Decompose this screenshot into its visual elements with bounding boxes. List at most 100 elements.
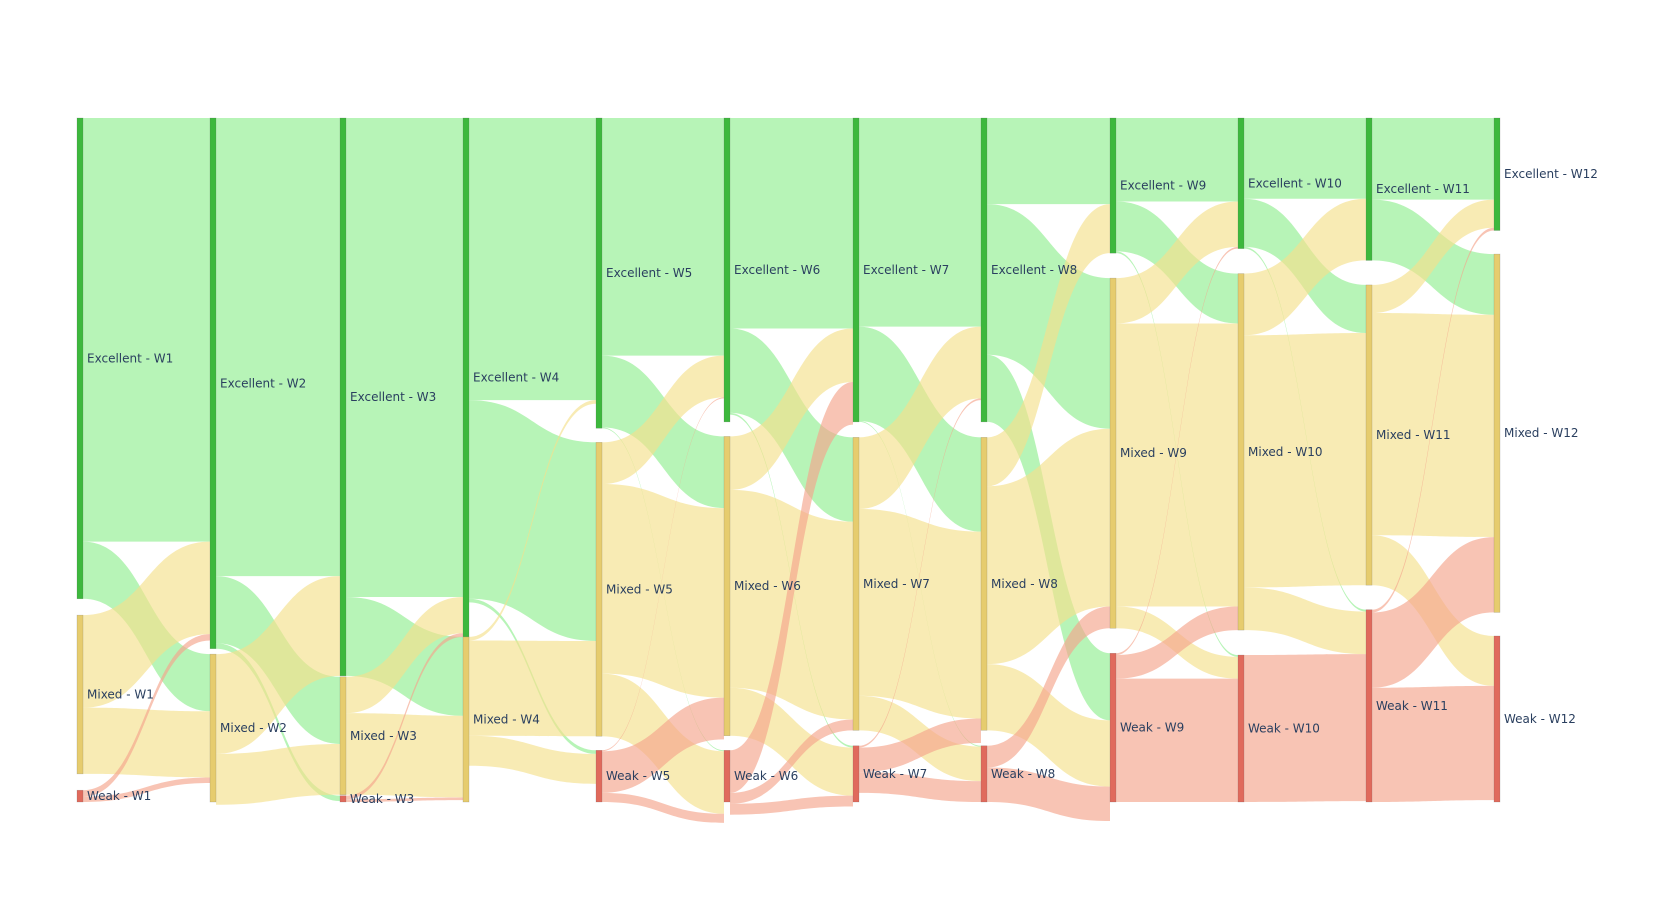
node-label: Weak - W12 xyxy=(1504,712,1576,726)
sankey-link xyxy=(987,664,1110,787)
sankey-link xyxy=(83,118,210,542)
sankey-link xyxy=(346,633,463,800)
sankey-node-excellent[interactable] xyxy=(1109,117,1117,254)
sankey-link xyxy=(1244,198,1366,336)
sankey-link xyxy=(1116,118,1238,202)
sankey-node-mixed[interactable] xyxy=(462,636,470,803)
node-label: Excellent - W5 xyxy=(606,266,692,280)
sankey-link xyxy=(602,792,724,823)
links-layer xyxy=(83,118,1494,823)
sankey-node-excellent[interactable] xyxy=(723,117,731,423)
sankey-link xyxy=(859,508,981,719)
sankey-node-weak[interactable] xyxy=(1493,635,1501,803)
sankey-node-weak[interactable] xyxy=(1365,609,1373,803)
labels-layer: Excellent - W1 Mixed - W1 Weak - W1 Excelle… xyxy=(87,167,1598,806)
node-label: Mixed - W3 xyxy=(350,729,417,743)
node-label: Weak - W6 xyxy=(734,769,798,783)
sankey-link xyxy=(859,398,981,748)
sankey-link xyxy=(1372,227,1494,613)
sankey-node-mixed[interactable] xyxy=(723,436,731,737)
sankey-node-excellent[interactable] xyxy=(76,117,84,600)
node-label: Weak - W7 xyxy=(863,767,927,781)
node-label: Weak - W1 xyxy=(87,789,151,803)
node-label: Excellent - W11 xyxy=(1376,182,1470,196)
sankey-link xyxy=(602,355,724,485)
node-label: Weak - W5 xyxy=(606,769,670,783)
sankey-link xyxy=(1116,201,1238,324)
sankey-link xyxy=(730,719,853,804)
sankey-node-excellent[interactable] xyxy=(1493,117,1501,231)
sankey-link xyxy=(346,596,463,714)
sankey-link xyxy=(602,697,724,793)
sankey-node-excellent[interactable] xyxy=(339,117,347,677)
sankey-node-mixed[interactable] xyxy=(339,676,347,795)
sankey-link xyxy=(469,118,596,401)
sankey-node-weak[interactable] xyxy=(1109,652,1117,803)
sankey-node-weak[interactable] xyxy=(980,745,988,803)
node-label: Weak - W9 xyxy=(1120,721,1184,735)
sankey-node-weak[interactable] xyxy=(595,750,603,803)
sankey-node-mixed[interactable] xyxy=(1237,273,1245,631)
sankey-node-mixed[interactable] xyxy=(595,442,603,737)
node-label: Excellent - W1 xyxy=(87,351,173,365)
node-label: Mixed - W8 xyxy=(991,577,1058,591)
node-label: Mixed - W1 xyxy=(87,688,154,702)
sankey-link xyxy=(987,767,1110,822)
sankey-node-mixed[interactable] xyxy=(1109,277,1117,629)
node-label: Mixed - W4 xyxy=(473,712,540,726)
sankey-link xyxy=(859,772,981,802)
node-label: Excellent - W9 xyxy=(1120,179,1206,193)
sankey-link xyxy=(1244,587,1366,655)
sankey-link xyxy=(469,400,596,641)
sankey-link xyxy=(987,118,1110,205)
node-label: Excellent - W2 xyxy=(220,376,306,390)
sankey-node-excellent[interactable] xyxy=(595,117,603,429)
sankey-link xyxy=(987,204,1110,487)
sankey-node-excellent[interactable] xyxy=(462,117,470,638)
sankey-node-excellent[interactable] xyxy=(1237,117,1245,249)
sankey-link xyxy=(346,118,463,597)
sankey-node-weak[interactable] xyxy=(76,789,84,803)
nodes-layer xyxy=(76,117,1501,803)
sankey-node-weak[interactable] xyxy=(852,745,860,803)
node-label: Mixed - W6 xyxy=(734,579,801,593)
sankey-link xyxy=(1372,537,1494,688)
sankey-link xyxy=(469,640,596,737)
sankey-node-excellent[interactable] xyxy=(209,117,217,649)
sankey-link xyxy=(987,204,1110,429)
sankey-node-excellent[interactable] xyxy=(852,117,860,423)
sankey-link xyxy=(602,484,724,698)
sankey-link xyxy=(83,634,210,797)
sankey-link xyxy=(1244,332,1366,588)
node-label: Excellent - W8 xyxy=(991,263,1077,277)
sankey-node-mixed[interactable] xyxy=(1365,284,1373,586)
node-label: Excellent - W3 xyxy=(350,390,436,404)
sankey-node-excellent[interactable] xyxy=(980,117,988,423)
sankey-link xyxy=(469,735,596,784)
node-label: Weak - W8 xyxy=(991,767,1055,781)
node-label: Weak - W10 xyxy=(1248,722,1320,736)
sankey-node-excellent[interactable] xyxy=(1365,117,1373,261)
sankey-node-mixed[interactable] xyxy=(852,437,860,731)
sankey-node-weak[interactable] xyxy=(339,795,347,803)
sankey-link xyxy=(602,118,724,356)
sankey-link xyxy=(346,713,463,798)
sankey-link xyxy=(216,118,340,577)
sankey-link xyxy=(1244,118,1366,199)
sankey-node-mixed[interactable] xyxy=(76,614,84,775)
node-label: Excellent - W10 xyxy=(1248,176,1342,190)
node-label: Excellent - W7 xyxy=(863,263,949,277)
node-label: Weak - W3 xyxy=(350,792,414,806)
sankey-node-weak[interactable] xyxy=(1237,654,1245,803)
sankey-node-mixed[interactable] xyxy=(980,437,988,731)
sankey-link xyxy=(346,797,463,802)
sankey-node-weak[interactable] xyxy=(723,750,731,803)
sankey-node-mixed[interactable] xyxy=(1493,253,1501,613)
sankey-link xyxy=(602,397,724,752)
sankey-link xyxy=(1116,246,1238,656)
node-label: Mixed - W10 xyxy=(1248,445,1323,459)
sankey-node-mixed[interactable] xyxy=(209,653,217,803)
sankey-link xyxy=(859,326,981,509)
sankey-link xyxy=(216,576,340,754)
